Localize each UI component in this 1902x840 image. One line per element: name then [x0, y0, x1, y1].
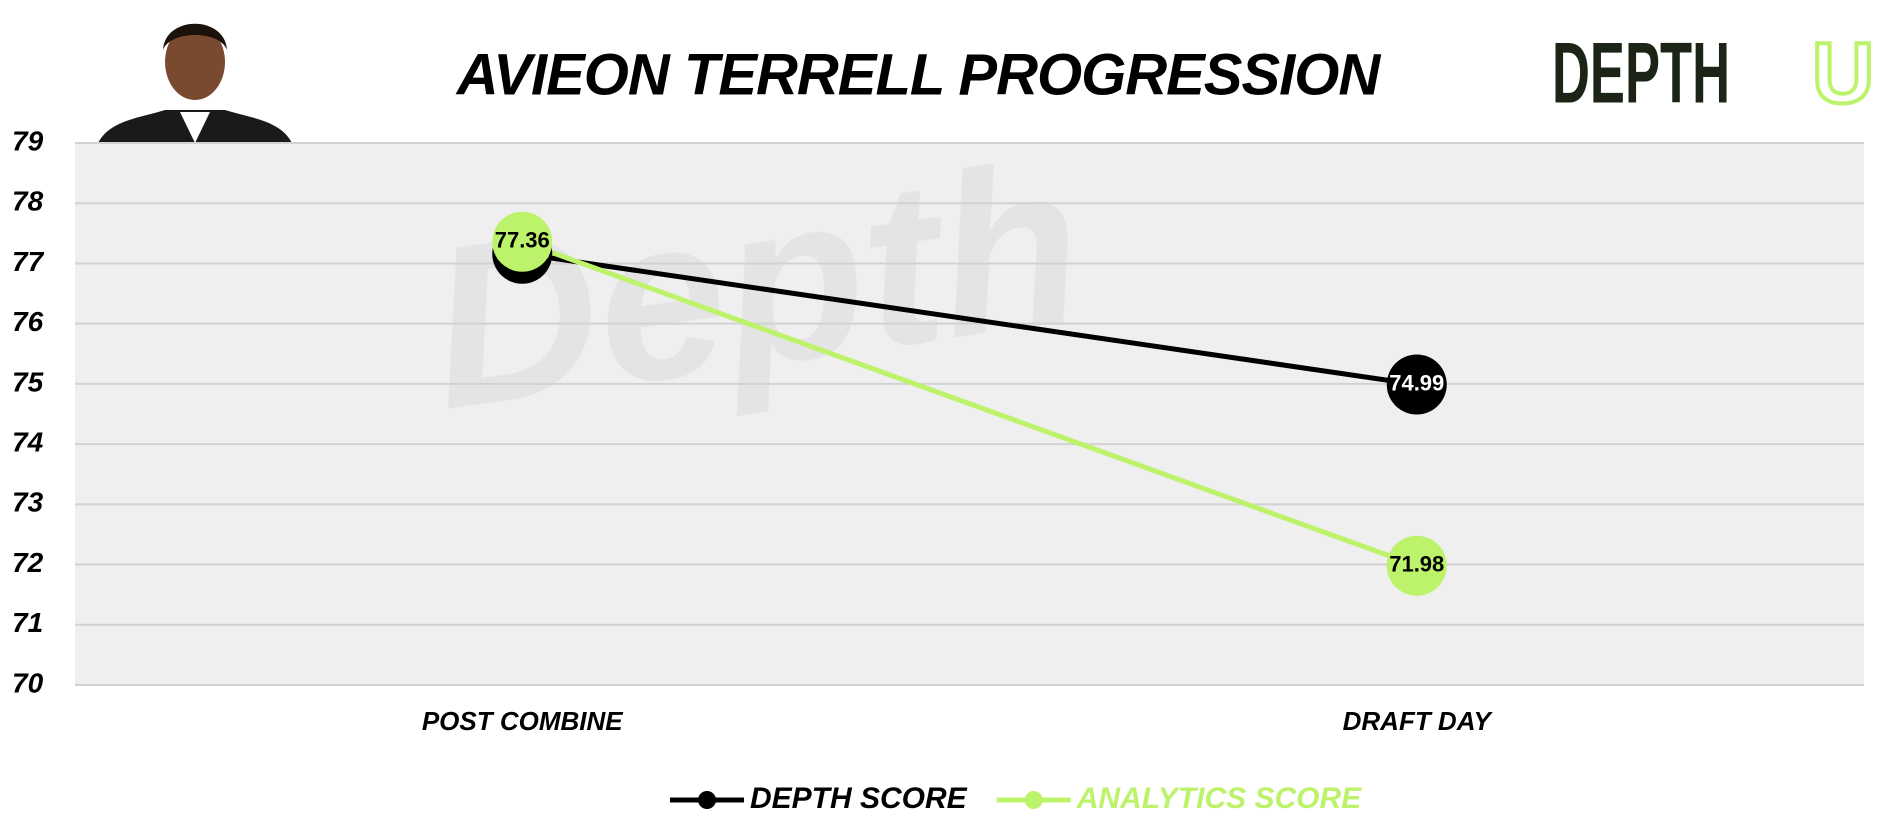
y-tick-label: 71 [12, 607, 43, 638]
y-tick-label: 77 [12, 246, 45, 277]
y-tick-label: 78 [12, 186, 44, 217]
series-line [521, 251, 1418, 387]
y-tick-label: 72 [12, 547, 44, 578]
x-tick-label: DRAFT DAY [1343, 706, 1494, 736]
logo-accent: U [1812, 26, 1874, 122]
x-tick-label: POST COMBINE [422, 706, 623, 736]
series-line [521, 239, 1418, 569]
player-photo [98, 23, 292, 143]
y-tick-label: 79 [12, 125, 44, 156]
y-tick-label: 75 [12, 366, 44, 397]
legend-label: ANALYTICS SCORE [1076, 782, 1362, 815]
data-point [492, 211, 553, 272]
y-tick-label: 76 [12, 306, 44, 337]
logo-text: DEPTH [1552, 26, 1730, 122]
data-label: 74.99 [1389, 370, 1444, 395]
plot-area [75, 143, 1864, 685]
legend-label: DEPTH SCORE [750, 782, 968, 815]
data-label: 71.98 [1389, 552, 1444, 577]
y-tick-label: 74 [12, 427, 44, 458]
y-tick-label: 73 [12, 487, 44, 518]
data-point [1386, 354, 1447, 415]
legend-marker [1024, 791, 1043, 809]
data-label: 77.36 [495, 228, 550, 253]
data-point [1386, 535, 1447, 596]
y-tick-label: 70 [12, 667, 44, 698]
legend-marker [698, 791, 716, 809]
logo: DEPTH U [1552, 24, 1876, 124]
chart-title: AVIEON TERRELL PROGRESSION [455, 42, 1382, 107]
